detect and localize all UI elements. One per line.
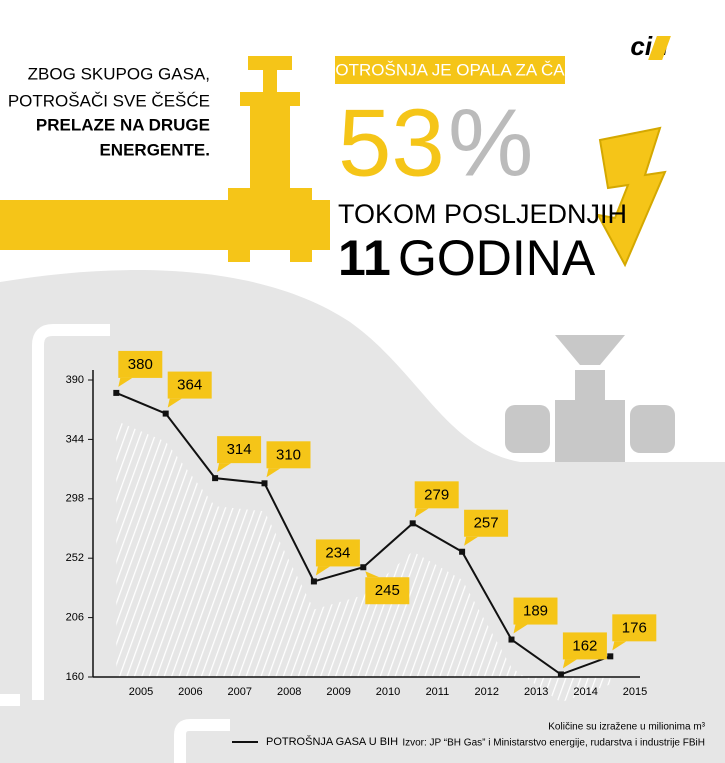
label-box (365, 577, 410, 605)
headline: ZBOG SKUPOG GASA, (28, 64, 210, 83)
label-box (118, 350, 163, 378)
banner: POTROŠNJA JE OPALA ZA ČAK (324, 60, 577, 79)
y-tick-label: 344 (66, 433, 84, 445)
label-tail (414, 508, 429, 518)
label-box (266, 441, 311, 469)
x-tick-label: 2010 (376, 686, 400, 698)
headline-bold: ENERGENTE. (99, 140, 210, 159)
label-tail (562, 659, 577, 669)
label-tail (612, 641, 627, 651)
data-label: 380 (128, 356, 153, 373)
label-tail (266, 468, 281, 478)
big-number: 53 (338, 89, 445, 196)
headline: POTROŠAČI SVE ČEŠĆE (8, 91, 210, 110)
point (310, 578, 317, 585)
y-tick-label: 160 (66, 671, 84, 683)
point (459, 548, 466, 555)
data-label: 234 (325, 544, 350, 561)
period-number: 11 (338, 230, 391, 286)
arrow-icon (596, 126, 667, 268)
label-box (513, 597, 558, 625)
data-label: 189 (523, 603, 548, 620)
point (607, 653, 614, 660)
logo-mark (648, 36, 671, 60)
label-box (464, 509, 509, 537)
data-label: 257 (474, 515, 499, 532)
label-tail (118, 377, 133, 387)
x-tick-label: 2009 (326, 686, 350, 698)
label-tail (365, 571, 380, 578)
source: Izvor: JP “BH Gas” i Ministarstvo energi… (402, 738, 705, 749)
data-label: 364 (177, 377, 202, 394)
x-tick-label: 2015 (623, 686, 647, 698)
data-label: 279 (424, 486, 449, 503)
point (162, 410, 169, 417)
label-box (414, 481, 459, 509)
label-tail (513, 624, 528, 634)
x-tick-label: 2008 (277, 686, 301, 698)
valve-decoration (505, 335, 675, 462)
x-tick-label: 2007 (228, 686, 252, 698)
legend-label: POTROŠNJA GASA U BIH (266, 735, 398, 748)
point (360, 564, 367, 571)
x-tick-label: 2012 (475, 686, 499, 698)
data-label: 245 (375, 582, 400, 599)
x-tick-label: 2013 (524, 686, 548, 698)
data-label: 176 (622, 619, 647, 636)
label-box (217, 436, 262, 464)
label-tail (464, 536, 479, 546)
point (113, 389, 120, 396)
y-tick-label: 206 (66, 612, 84, 624)
y-tick-label: 298 (66, 493, 84, 505)
period-text: TOKOM POSLJEDNJIH (338, 199, 627, 229)
x-tick-label: 2006 (178, 686, 202, 698)
x-tick-label: 2011 (426, 686, 450, 698)
banner-box (335, 56, 565, 84)
point (409, 520, 416, 527)
label-tail (167, 398, 182, 408)
data-label: 314 (227, 441, 252, 458)
label-box (562, 632, 607, 660)
pipe (0, 56, 330, 262)
y-tick-label: 252 (66, 552, 84, 564)
label-box (315, 539, 360, 567)
point (508, 636, 515, 643)
y-tick-label: 390 (66, 374, 84, 386)
label-tail (315, 566, 330, 576)
x-tick-label: 2005 (129, 686, 153, 698)
data-label: 162 (572, 637, 597, 654)
unit-note: Količine su izražene u milionima m³ (548, 722, 705, 733)
label-box (167, 371, 212, 399)
period-unit: GODINA (398, 230, 596, 286)
pipe-decoration (0, 324, 230, 763)
area (116, 420, 611, 703)
label-box (612, 614, 657, 642)
x-tick-label: 2014 (573, 686, 597, 698)
label-tail (217, 463, 232, 473)
data-label: 310 (276, 446, 301, 463)
headline-bold: PRELAZE NA DRUGE (36, 115, 210, 134)
point (212, 475, 219, 482)
point (557, 671, 564, 678)
big-unit: % (448, 89, 533, 196)
point (261, 480, 268, 487)
